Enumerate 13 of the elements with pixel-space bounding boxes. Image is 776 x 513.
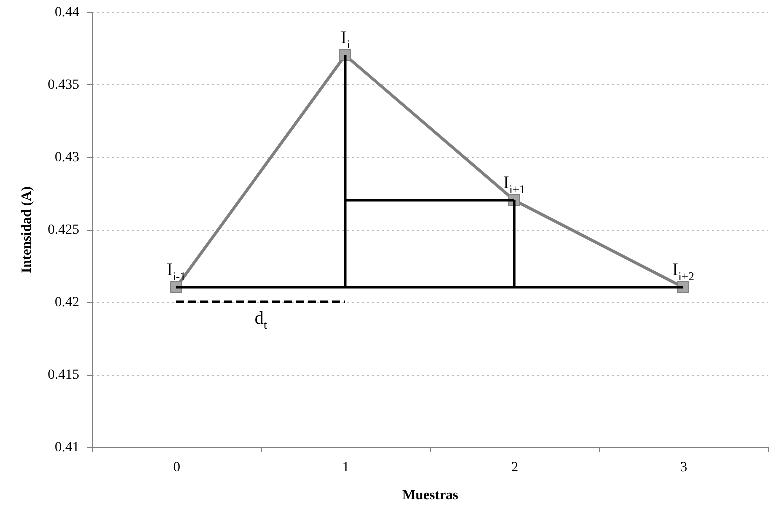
y-tick-label: 0.44 xyxy=(55,6,80,20)
y-tick-label: 0.41 xyxy=(55,440,80,456)
y-axis-title: Intensidad (A) xyxy=(20,186,35,274)
y-tick-label: 0.42 xyxy=(55,296,80,310)
y-tick-label: 0.415 xyxy=(48,368,80,383)
y-tick-label: 0.43 xyxy=(55,150,80,166)
x-axis-title: Muestras xyxy=(402,488,460,504)
x-tick-label: 3 xyxy=(680,460,688,476)
x-tick-label: 0 xyxy=(174,460,180,476)
x-tick-label: 1 xyxy=(342,460,350,476)
y-tick-label: 0.435 xyxy=(48,78,80,93)
x-tick-label: 2 xyxy=(512,460,518,476)
y-tick-label: 0.425 xyxy=(48,223,80,238)
